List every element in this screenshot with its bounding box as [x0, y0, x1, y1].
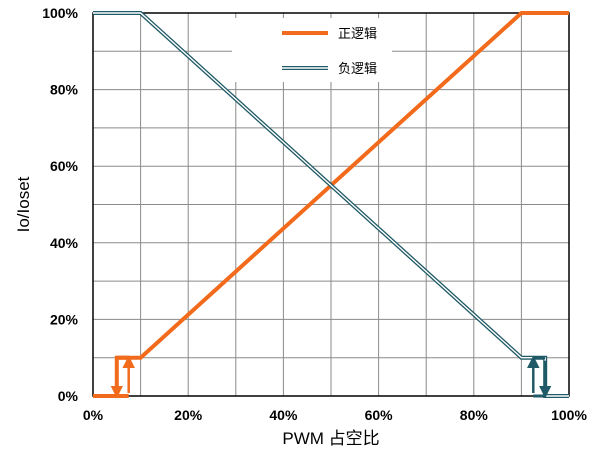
- x-tick-label: 80%: [460, 407, 489, 423]
- legend-background: [232, 18, 392, 82]
- y-tick-label: 80%: [50, 82, 79, 98]
- y-tick-label: 0%: [58, 388, 79, 404]
- x-tick-label: 100%: [551, 407, 587, 423]
- series-layer: [93, 11, 569, 399]
- y-tick-label: 60%: [50, 158, 79, 174]
- y-tick-label: 100%: [42, 5, 78, 21]
- x-tick-label: 0%: [83, 407, 104, 423]
- y-tick-label: 20%: [50, 311, 79, 327]
- x-axis-label: PWM 占空比: [282, 429, 379, 448]
- y-axis-label: Io/Ioset: [14, 176, 33, 232]
- x-tick-label: 60%: [365, 407, 394, 423]
- legend-label-positive: 正逻辑: [338, 27, 377, 42]
- tick-labels: 0% 20% 40% 60% 80% 100% 0% 20% 40% 60% 80% 100%: [42, 5, 587, 423]
- y-tick-label: 40%: [50, 235, 79, 251]
- x-tick-label: 40%: [269, 407, 298, 423]
- legend: 正逻辑 负逻辑: [232, 18, 392, 82]
- legend-label-negative: 负逻辑: [338, 62, 377, 77]
- plot-frame: [92, 12, 570, 397]
- x-tick-label: 20%: [174, 407, 203, 423]
